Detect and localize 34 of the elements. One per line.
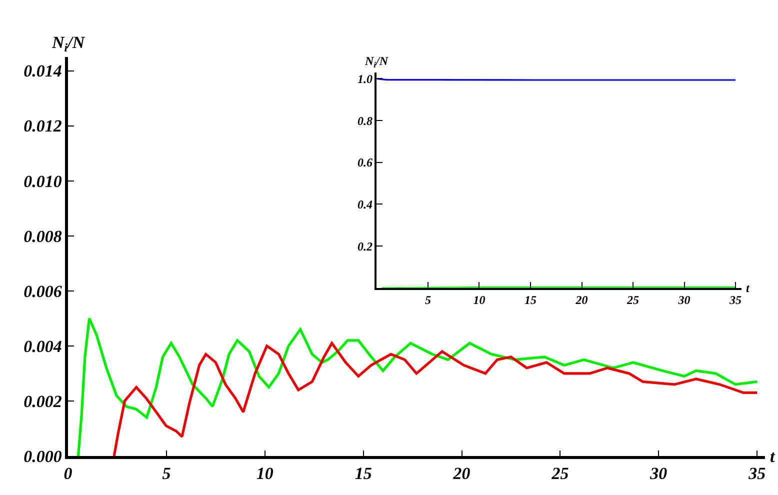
y-tick-label: 0.2	[358, 239, 373, 254]
y-axis-title: N$_{i}$/N	[51, 33, 86, 55]
x-tick-label: 0	[64, 464, 73, 484]
y-tick-label: 0.6	[358, 156, 373, 170]
x-axis-title: t	[746, 281, 750, 295]
y-tick-label: 0.002	[24, 392, 62, 411]
y-tick-label: 1.0	[358, 72, 373, 86]
y-tick-label: 0.008	[24, 226, 62, 246]
x-tick-label: 15	[524, 293, 536, 308]
y-tick-label: 0.000	[24, 446, 62, 466]
y-tick-label: 0.006	[24, 282, 62, 301]
y-tick-label: 0.8	[358, 114, 373, 128]
line-series	[76, 317, 758, 456]
x-tick-label: 35	[748, 464, 766, 484]
x-tick-label: 10	[256, 464, 274, 484]
y-tick-label: 0.014	[24, 62, 62, 81]
x-tick-label: 25	[626, 293, 640, 308]
x-axis-title: t	[770, 447, 776, 466]
x-tick-label: 30	[649, 464, 668, 484]
x-tick-label: 5	[162, 464, 172, 484]
y-tick-label: 0.004	[24, 336, 62, 356]
x-tick-label: 35	[728, 293, 742, 308]
x-tick-label: 5	[424, 293, 431, 308]
x-tick-label: 20	[574, 293, 588, 308]
x-tick-label: 10	[473, 293, 486, 308]
y-tick-label: 0.012	[24, 116, 62, 136]
y-tick-label: 0.4	[358, 197, 373, 212]
y-tick-label: 0.010	[24, 172, 62, 191]
x-tick-label: 30	[677, 293, 690, 308]
y-axis-title: N$_{i}$/N	[364, 54, 390, 70]
line-series	[112, 342, 758, 456]
x-tick-label: 15	[354, 464, 372, 484]
x-tick-label: 25	[550, 464, 570, 484]
x-tick-label: 20	[452, 464, 471, 484]
